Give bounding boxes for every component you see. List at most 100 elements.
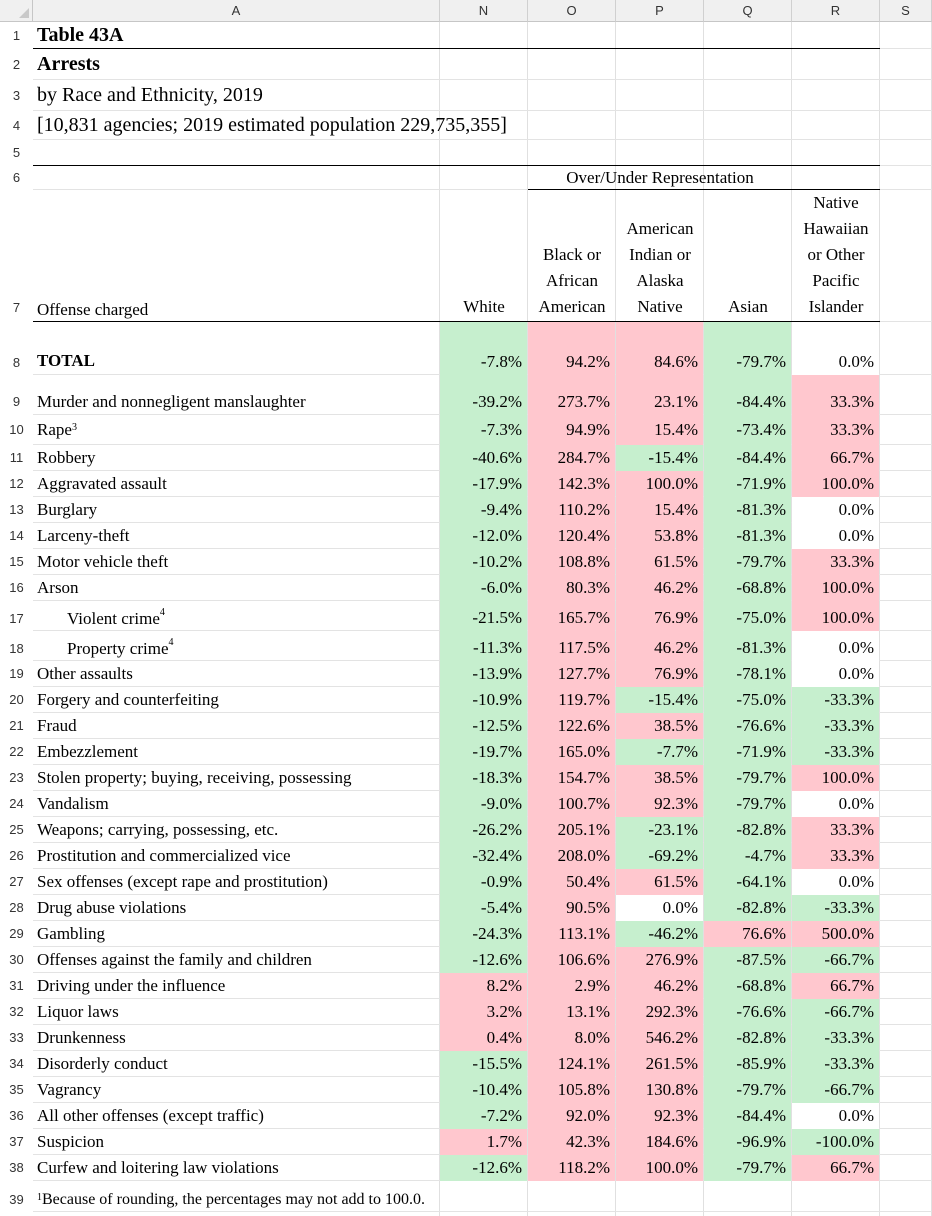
value-cell[interactable]: -84.4%	[704, 388, 791, 415]
value-cell[interactable]: 100.0%	[792, 575, 879, 601]
row-header-15[interactable]: 15	[0, 549, 33, 575]
value-cell[interactable]: -81.3%	[704, 523, 791, 549]
row-header-34[interactable]: 34	[0, 1051, 33, 1077]
offense-label[interactable]: Driving under the influence	[37, 976, 226, 995]
value-cell[interactable]: 92.0%	[528, 1103, 615, 1129]
value-cell[interactable]: 33.3%	[792, 843, 879, 869]
value-cell[interactable]: 276.9%	[616, 947, 703, 973]
value-cell[interactable]: 46.2%	[616, 631, 703, 661]
offense-label[interactable]: Prostitution and commercialized vice	[37, 846, 291, 865]
value-cell[interactable]: -79.7%	[704, 322, 791, 375]
value-cell[interactable]: 165.0%	[528, 739, 615, 765]
value-cell[interactable]: 105.8%	[528, 1077, 615, 1103]
value-cell[interactable]: -84.4%	[704, 445, 791, 471]
value-cell[interactable]: 76.9%	[616, 601, 703, 631]
row-header-6[interactable]: 6	[0, 166, 33, 190]
row-header-21[interactable]: 21	[0, 713, 33, 739]
value-cell[interactable]: -71.9%	[704, 471, 791, 497]
value-cell[interactable]: 61.5%	[616, 869, 703, 895]
value-cell[interactable]: -0.9%	[440, 869, 527, 895]
value-cell[interactable]: 33.3%	[792, 549, 879, 575]
value-cell[interactable]: -40.6%	[440, 445, 527, 471]
value-cell[interactable]: 154.7%	[528, 765, 615, 791]
row-header-16[interactable]: 16	[0, 575, 33, 601]
row-header-8[interactable]: 8	[0, 340, 33, 375]
value-cell[interactable]: 8.2%	[440, 973, 527, 999]
value-cell[interactable]: -33.3%	[792, 895, 879, 921]
offense-label[interactable]: Forgery and counterfeiting	[37, 690, 219, 709]
value-cell[interactable]: 124.1%	[528, 1051, 615, 1077]
offense-label[interactable]: Arson	[37, 578, 79, 597]
value-cell[interactable]: -33.3%	[792, 687, 879, 713]
value-cell[interactable]: 15.4%	[616, 497, 703, 523]
column-header-q[interactable]: Q	[704, 0, 792, 22]
value-cell[interactable]: -66.7%	[792, 947, 879, 973]
value-cell[interactable]: -9.0%	[440, 791, 527, 817]
value-cell[interactable]: -85.9%	[704, 1051, 791, 1077]
value-cell[interactable]: -4.7%	[704, 843, 791, 869]
value-cell[interactable]: 142.3%	[528, 471, 615, 497]
row-header-5[interactable]: 5	[0, 140, 33, 166]
value-cell[interactable]: -75.0%	[704, 601, 791, 631]
row-header-38[interactable]: 38	[0, 1155, 33, 1181]
column-header-p[interactable]: P	[616, 0, 704, 22]
value-cell[interactable]: -66.7%	[792, 1077, 879, 1103]
value-cell[interactable]: 0.0%	[792, 322, 879, 375]
value-cell[interactable]: 284.7%	[528, 445, 615, 471]
value-cell[interactable]: 127.7%	[528, 661, 615, 687]
value-cell[interactable]: -33.3%	[792, 1051, 879, 1077]
value-cell[interactable]: -12.6%	[440, 1155, 527, 1181]
value-cell[interactable]: 38.5%	[616, 713, 703, 739]
value-cell[interactable]: 292.3%	[616, 999, 703, 1025]
value-cell[interactable]: 0.4%	[440, 1025, 527, 1051]
row-header-19[interactable]: 19	[0, 661, 33, 687]
row-header-13[interactable]: 13	[0, 497, 33, 523]
value-cell[interactable]: 92.3%	[616, 1103, 703, 1129]
value-cell[interactable]: -69.2%	[616, 843, 703, 869]
row-header-18[interactable]: 18	[0, 631, 33, 661]
value-cell[interactable]: -7.3%	[440, 415, 527, 445]
value-cell[interactable]: 53.8%	[616, 523, 703, 549]
value-cell[interactable]: -76.6%	[704, 713, 791, 739]
value-cell[interactable]: -79.7%	[704, 1077, 791, 1103]
offense-label[interactable]: Violent crime4	[67, 607, 165, 628]
value-cell[interactable]: -6.0%	[440, 575, 527, 601]
value-cell[interactable]: 13.1%	[528, 999, 615, 1025]
value-cell[interactable]: -87.5%	[704, 947, 791, 973]
value-cell[interactable]: 0.0%	[792, 523, 879, 549]
value-cell[interactable]: 100.0%	[792, 601, 879, 631]
value-cell[interactable]: 130.8%	[616, 1077, 703, 1103]
value-cell[interactable]: 546.2%	[616, 1025, 703, 1051]
value-cell[interactable]: -7.2%	[440, 1103, 527, 1129]
value-cell[interactable]: -79.7%	[704, 765, 791, 791]
value-cell[interactable]: 165.7%	[528, 601, 615, 631]
value-cell[interactable]: -23.1%	[616, 817, 703, 843]
value-cell[interactable]: 46.2%	[616, 575, 703, 601]
row-header-29[interactable]: 29	[0, 921, 33, 947]
value-cell[interactable]: 33.3%	[792, 415, 879, 445]
value-cell[interactable]: -79.7%	[704, 1155, 791, 1181]
row-header-32[interactable]: 32	[0, 999, 33, 1025]
row-header-39[interactable]: 39	[0, 1185, 33, 1212]
offense-label[interactable]: Burglary	[37, 500, 98, 519]
row-header-36[interactable]: 36	[0, 1103, 33, 1129]
row-header-30[interactable]: 30	[0, 947, 33, 973]
offense-label[interactable]: Fraud	[37, 716, 77, 735]
value-cell[interactable]: -10.4%	[440, 1077, 527, 1103]
row-header-11[interactable]: 11	[0, 445, 33, 471]
column-header-r[interactable]: R	[792, 0, 880, 22]
value-cell[interactable]: -71.9%	[704, 739, 791, 765]
column-header-n[interactable]: N	[440, 0, 528, 22]
value-cell[interactable]: -81.3%	[704, 631, 791, 661]
value-cell[interactable]: -82.8%	[704, 895, 791, 921]
value-cell[interactable]: 100.0%	[616, 471, 703, 497]
value-cell[interactable]: 0.0%	[792, 1103, 879, 1129]
value-cell[interactable]: -84.4%	[704, 1103, 791, 1129]
value-cell[interactable]: -39.2%	[440, 388, 527, 415]
value-cell[interactable]: -18.3%	[440, 765, 527, 791]
value-cell[interactable]: 205.1%	[528, 817, 615, 843]
value-cell[interactable]: -11.3%	[440, 631, 527, 661]
value-cell[interactable]: 94.2%	[528, 322, 615, 375]
value-cell[interactable]: 0.0%	[792, 497, 879, 523]
